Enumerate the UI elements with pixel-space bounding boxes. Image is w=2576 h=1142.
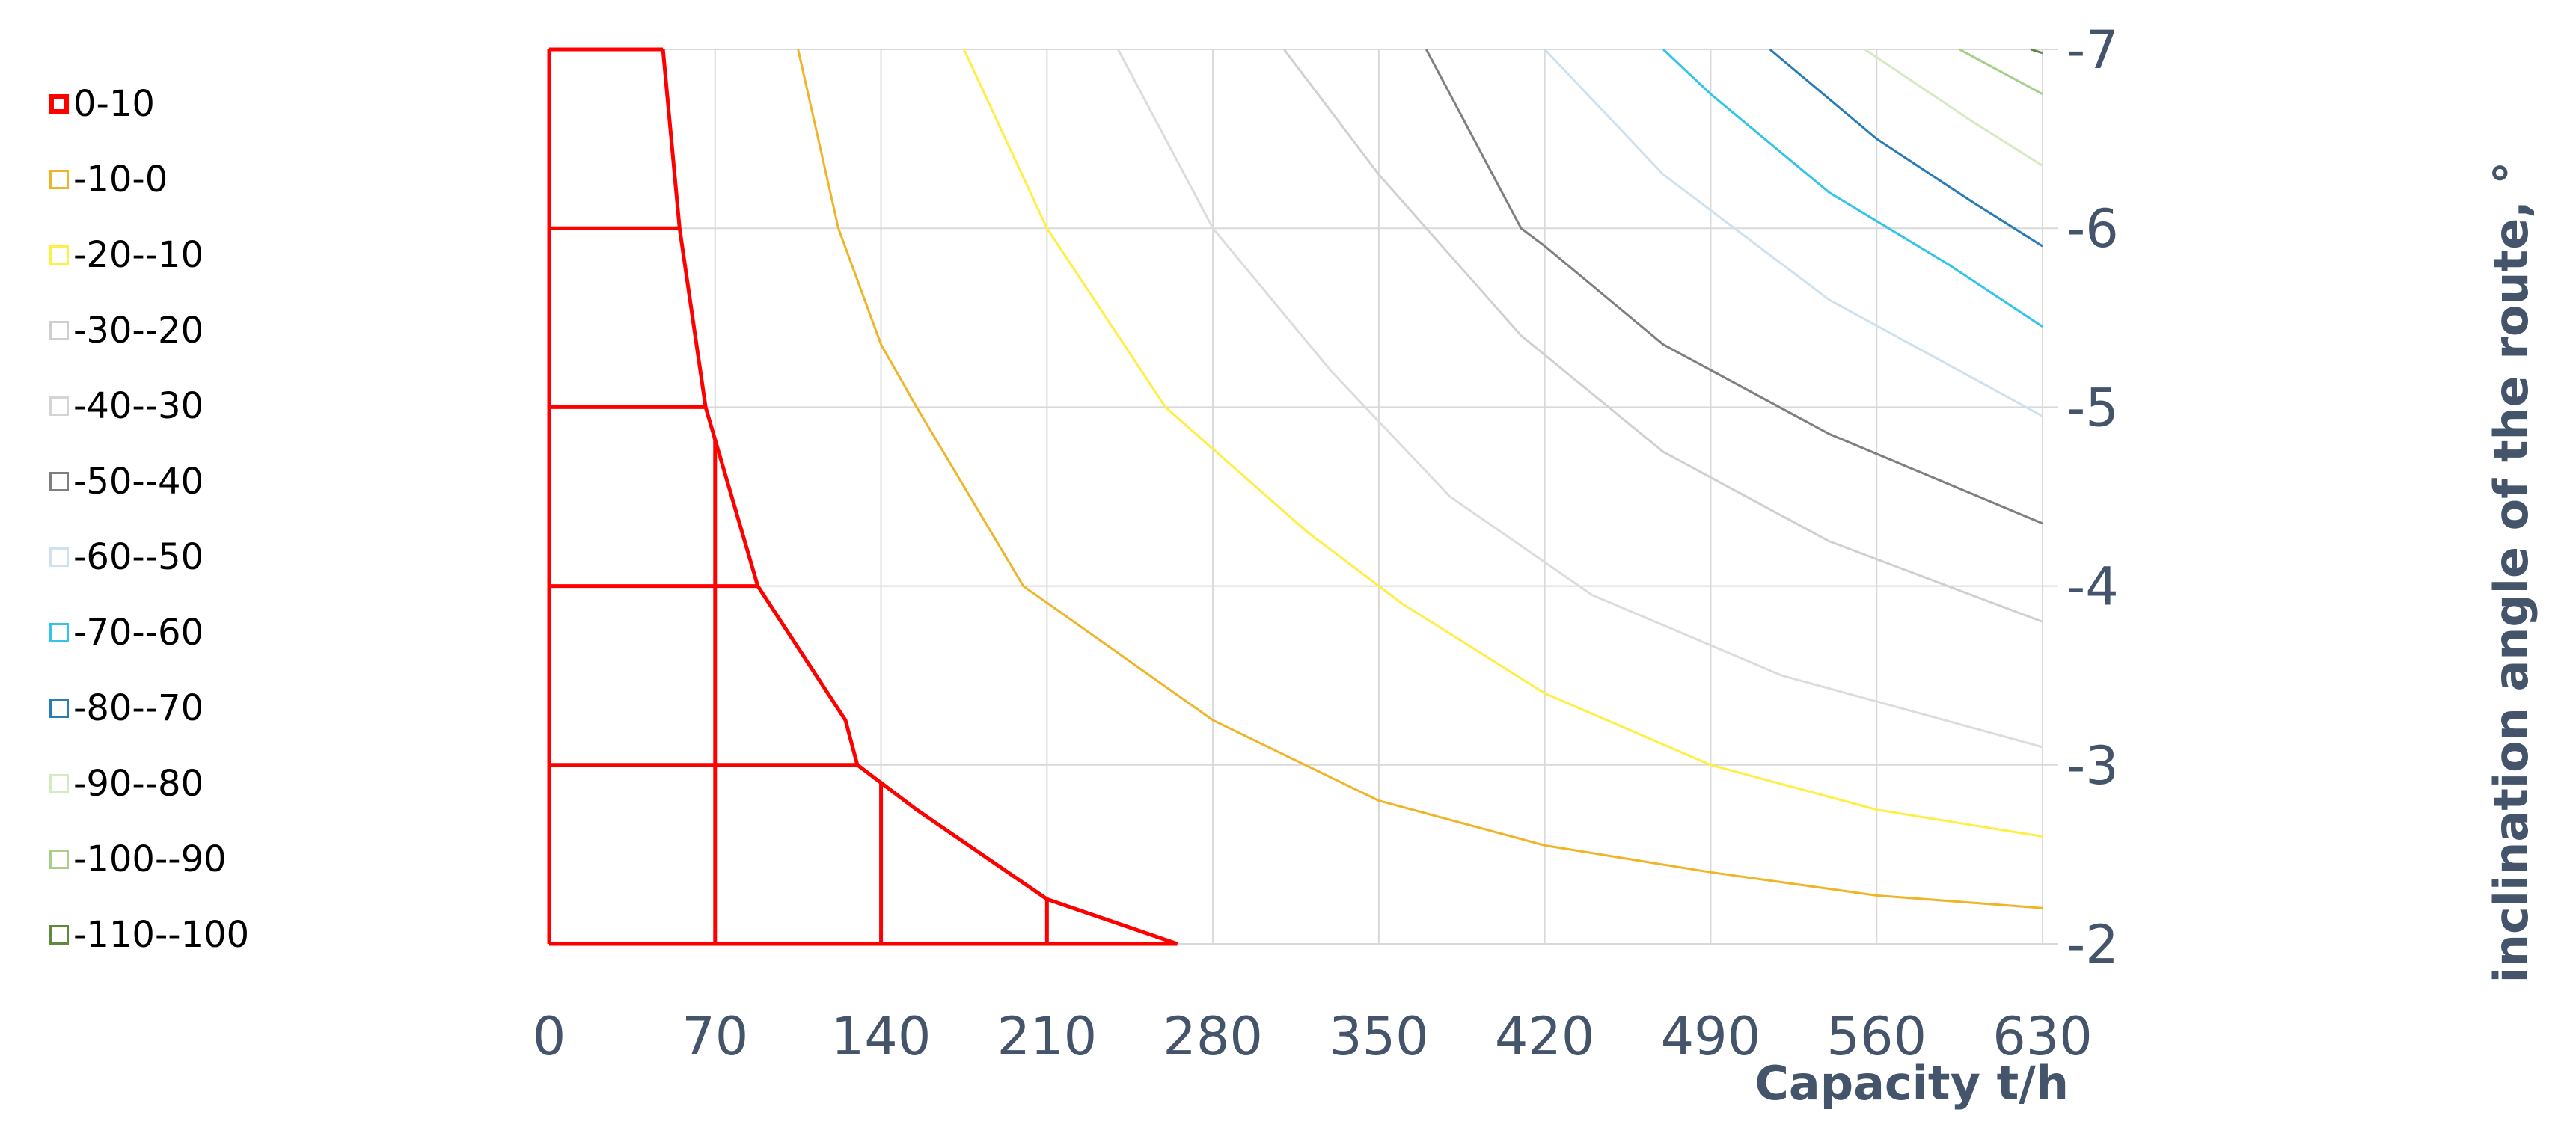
legend-item: -20--10: [49, 217, 249, 292]
legend-label: 0-10: [73, 82, 155, 125]
x-tick-label: 420: [1495, 1006, 1595, 1067]
legend-label: -10-0: [73, 158, 168, 200]
legend-item: -10-0: [49, 141, 249, 217]
x-tick-label: 280: [1163, 1006, 1263, 1067]
legend-item: -60--50: [49, 519, 249, 595]
x-tick-labels: 0 70 140 210 280 350 420 490 560 630: [533, 1006, 2093, 1067]
contour-line: [1662, 48, 2043, 328]
legend-item: 0-10: [49, 66, 249, 141]
legend-item: -80--70: [49, 670, 249, 746]
legend-item: -30--20: [49, 292, 249, 368]
contour-line: [963, 49, 2043, 838]
legend-item: -50--40: [49, 443, 249, 519]
legend-swatch: [49, 320, 69, 340]
legend-swatch: [49, 93, 69, 114]
legend-label: -30--20: [73, 309, 204, 351]
contour-line: [1864, 48, 2043, 167]
legend-label: -40--30: [73, 384, 204, 427]
x-axis-title: Capacity t/h: [1754, 1056, 2069, 1111]
legend-label: -50--40: [73, 460, 204, 503]
legend-swatch: [49, 622, 69, 642]
contour-line: [797, 49, 2043, 909]
legend-label: -90--80: [73, 762, 204, 805]
legend-swatch: [49, 245, 69, 265]
x-tick-label: 0: [533, 1006, 566, 1067]
contour-lines: [547, 47, 2043, 946]
legend-swatch: [49, 924, 69, 945]
x-tick-label: 630: [1992, 1006, 2093, 1067]
contour-line: [1544, 48, 2043, 417]
x-tick-label: 70: [682, 1006, 748, 1067]
x-tick-label: 140: [831, 1006, 931, 1067]
contour-line: [1117, 49, 2043, 749]
y-tick-label: -6: [2066, 198, 2119, 260]
y-tick-labels: -7 -6 -5 -4 -3 -2: [2066, 19, 2119, 975]
legend-swatch: [49, 547, 69, 567]
y-tick-label: -5: [2066, 377, 2119, 438]
legend-label: -60--50: [73, 535, 204, 578]
contour-line: [661, 49, 1178, 946]
legend-swatch: [49, 169, 69, 189]
legend-swatch: [49, 849, 69, 869]
legend-label: -100--90: [73, 838, 227, 880]
y-tick-label: -2: [2066, 914, 2119, 975]
contour-line: [1769, 48, 2043, 248]
y-tick-label: -3: [2066, 735, 2119, 796]
legend-item: -90--80: [49, 746, 249, 821]
contour-line: [2030, 48, 2043, 55]
legend: 0-10 -10-0 -20--10 -30--20 -40--30 -50--40 -60…: [49, 66, 249, 972]
legend-item: -100--90: [49, 821, 249, 897]
y-tick-label: -7: [2066, 19, 2119, 81]
x-tick-label: 490: [1661, 1006, 1761, 1067]
legend-item: -70--60: [49, 595, 249, 670]
legend-label: -80--70: [73, 687, 204, 729]
legend-swatch: [49, 471, 69, 491]
contour-line: [1425, 49, 2043, 525]
legend-label: -20--10: [73, 233, 204, 276]
x-tick-label: 210: [997, 1006, 1098, 1067]
legend-item: -40--30: [49, 368, 249, 443]
legend-item: -110--100: [49, 897, 249, 972]
contour-line: [1283, 49, 2043, 623]
legend-label: -110--100: [73, 913, 250, 956]
x-tick-label: 560: [1826, 1006, 1927, 1067]
contour-line: [1959, 48, 2043, 96]
legend-swatch: [49, 698, 69, 718]
y-tick-label: -4: [2066, 556, 2119, 618]
grid-lines: [548, 49, 2058, 945]
legend-label: -70--60: [73, 611, 204, 654]
legend-swatch: [49, 396, 69, 416]
x-tick-label: 350: [1329, 1006, 1429, 1067]
y-axis-title: inclination angle of the route, °: [2484, 162, 2539, 983]
legend-swatch: [49, 773, 69, 793]
